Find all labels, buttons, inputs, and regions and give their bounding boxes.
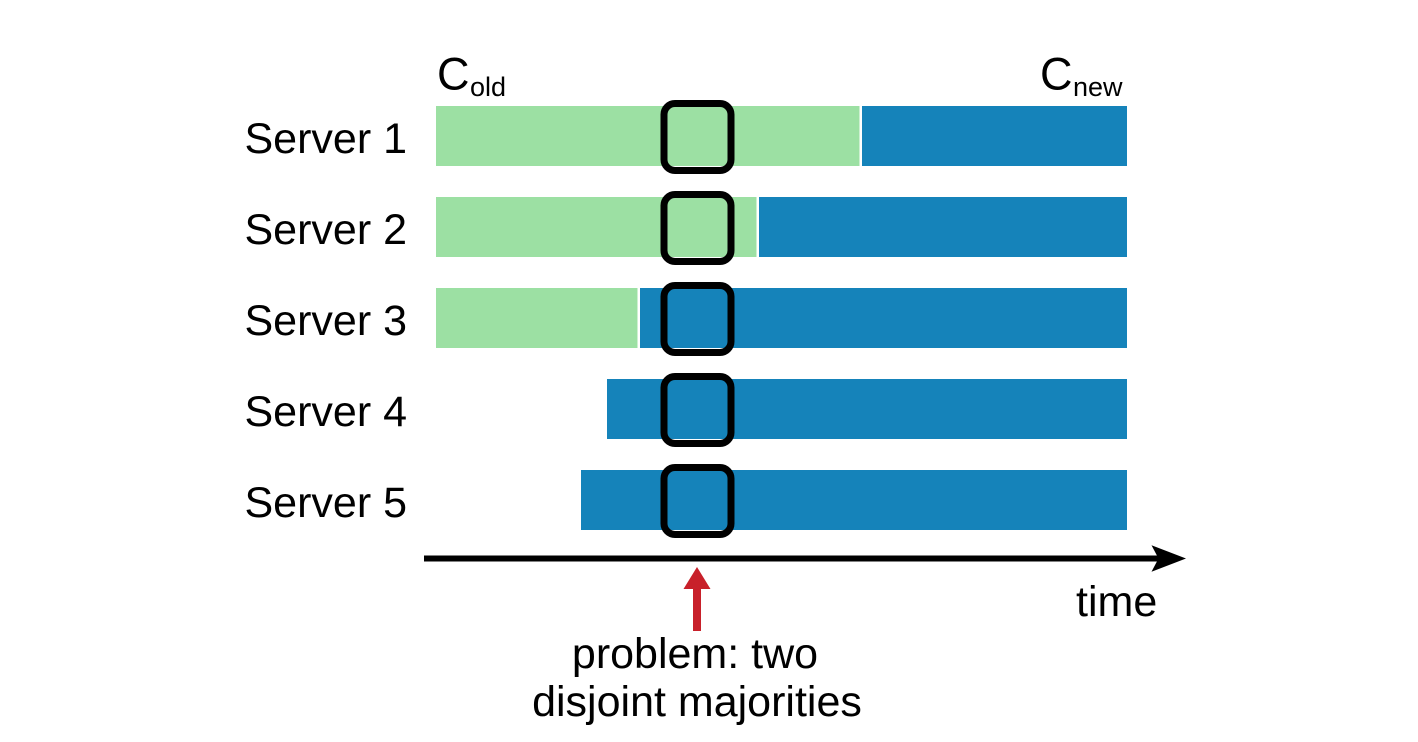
svg-text:C: C bbox=[437, 49, 470, 100]
svg-text:C: C bbox=[1040, 49, 1073, 100]
svg-text:old: old bbox=[470, 72, 506, 102]
svg-text:Server 5: Server 5 bbox=[244, 479, 407, 527]
svg-text:problem: two: problem: two bbox=[572, 630, 818, 678]
svg-text:disjoint majorities: disjoint majorities bbox=[532, 678, 862, 726]
svg-text:Server 2: Server 2 bbox=[244, 206, 407, 254]
svg-text:Server 1: Server 1 bbox=[244, 115, 407, 163]
svg-text:time: time bbox=[1076, 578, 1157, 626]
svg-text:new: new bbox=[1073, 72, 1123, 102]
svg-text:Server 3: Server 3 bbox=[244, 297, 407, 345]
svg-text:Server 4: Server 4 bbox=[244, 388, 407, 436]
